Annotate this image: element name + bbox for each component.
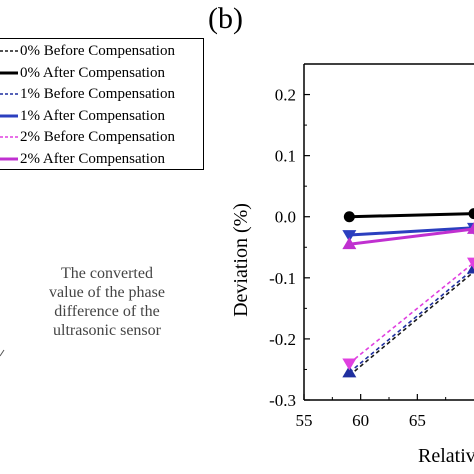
y-tick-label: 0.2 [275, 86, 296, 105]
y-tick-label: -0.2 [269, 330, 296, 349]
annotation-line-4: ultrasonic sensor [53, 322, 161, 339]
legend-swatch [0, 157, 18, 160]
legend-item: 1% After Compensation [0, 106, 204, 126]
chart-axes: 0.2 0.1 0.0 -0.1 -0.2 -0.355 60 65 [269, 63, 474, 430]
data-point-triangle-up [342, 365, 357, 378]
legend-swatch [0, 71, 18, 74]
chart-legend: 0% Before Compensation 0% After Compensat… [0, 38, 204, 170]
series-line [348, 271, 474, 377]
plot-area [342, 208, 474, 378]
annotation-line-1: The converted [61, 265, 153, 282]
legend-label: 2% After Compensation [20, 150, 165, 167]
series-line [348, 268, 474, 374]
annotation-pointer-line [0, 349, 5, 357]
legend-label: 2% Before Compensation [20, 129, 175, 145]
y-tick-label: -0.3 [269, 391, 296, 410]
x-tick-label: 65 [409, 411, 426, 430]
data-point-circle [468, 208, 474, 220]
legend-item: 0% After Compensation [0, 63, 204, 83]
legend-label: 1% Before Compensation [20, 86, 175, 102]
panel-label: (b) [208, 2, 243, 35]
chart-series-layer [342, 208, 474, 378]
series-line [349, 212, 474, 219]
data-point-triangle-down [342, 358, 357, 371]
annotation-line-2: value of the phase [49, 284, 165, 301]
legend-item: 0% Before Compensation [0, 41, 204, 61]
legend-label: 0% Before Compensation [20, 43, 175, 59]
data-point-triangle-down [467, 257, 474, 270]
series-line [349, 226, 474, 237]
legend-label: 1% After Compensation [20, 107, 165, 124]
y-tick-label: -0.1 [269, 269, 296, 288]
y-tick-label: 0.0 [275, 208, 296, 227]
legend-swatch [0, 50, 18, 52]
x-tick-label: 55 [296, 411, 313, 430]
legend-item: 2% After Compensation [0, 149, 204, 169]
legend-label: 0% After Compensation [20, 64, 165, 81]
legend-swatch [0, 136, 18, 138]
annotation-line-3: difference of the [54, 303, 160, 320]
data-point-triangle-up [342, 237, 357, 250]
data-point-triangle-down [342, 230, 357, 243]
data-point-triangle-up [467, 221, 474, 234]
series-line [349, 227, 474, 246]
legend-swatch [0, 93, 18, 95]
annotation-text: The converted value of the phase differe… [8, 264, 206, 340]
y-axis-label: Deviation (%) [230, 203, 252, 317]
legend-item: 2% Before Compensation [0, 127, 204, 147]
x-axis-label: Relativ [418, 445, 474, 467]
x-tick-label: 60 [352, 411, 369, 430]
y-tick-label: 0.1 [275, 147, 296, 166]
data-point-circle [343, 211, 355, 223]
series-line [348, 261, 474, 364]
legend-swatch [0, 114, 18, 117]
legend-item: 1% Before Compensation [0, 84, 204, 104]
